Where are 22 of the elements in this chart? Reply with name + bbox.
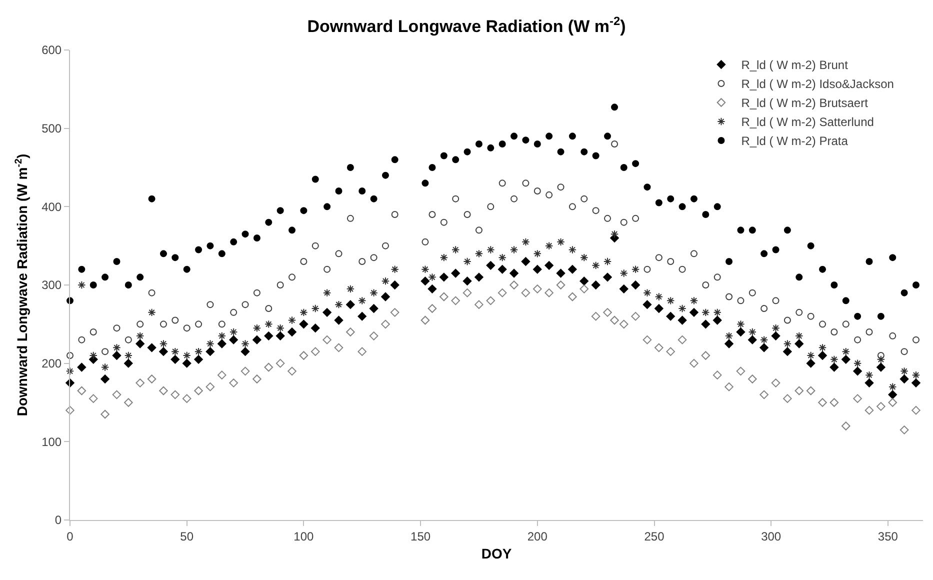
y-tick-label: 100 <box>42 434 62 449</box>
x-tick-label: 150 <box>410 529 431 544</box>
x-tick-label: 200 <box>527 529 548 544</box>
x-tick-label: 50 <box>180 529 194 544</box>
x-tick-label: 350 <box>878 529 898 544</box>
x-tick-label: 0 <box>66 529 74 544</box>
x-tick-label: 300 <box>761 529 782 544</box>
y-tick-label: 600 <box>42 43 62 58</box>
legend-label: R_ld ( W m-2) Prata <box>741 134 848 148</box>
legend-label: R_ld ( W m-2) Brutsaert <box>741 96 869 110</box>
y-tick-label: 500 <box>42 122 62 136</box>
y-tick-label: 300 <box>42 278 62 292</box>
chart-title: Downward Longwave Radiation (W m$^{-2}$) <box>307 14 626 36</box>
y-tick-label: 0 <box>54 513 62 528</box>
x-tick-label: 250 <box>644 529 665 544</box>
y-tick-label: 400 <box>42 200 62 214</box>
y-tick-label: 200 <box>42 356 62 371</box>
x-tick-label: 100 <box>294 529 314 544</box>
legend-label: R_ld ( W m-2) Brunt <box>741 58 849 72</box>
legend-label: R_ld ( W m-2) Satterlund <box>741 115 874 130</box>
x-axis-title: DOY <box>481 546 512 562</box>
legend-label: R_ld ( W m-2) Idso&Jackson <box>741 77 894 92</box>
